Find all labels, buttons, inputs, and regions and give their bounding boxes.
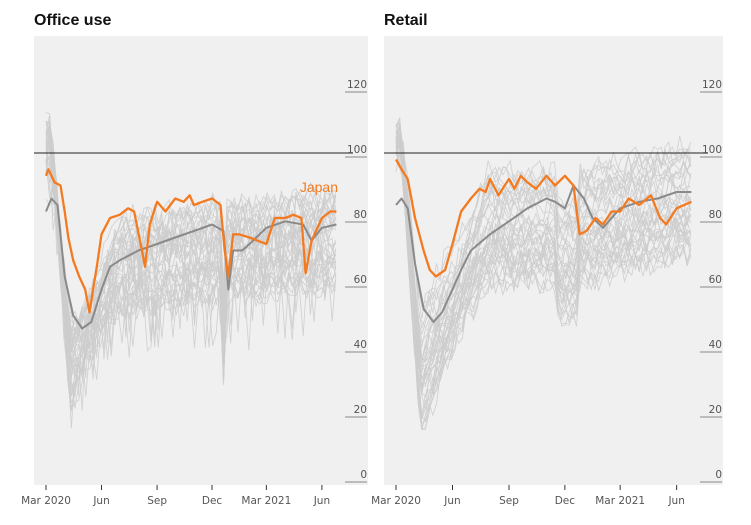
country-line (395, 147, 692, 308)
y-tick-label: 80 (354, 209, 367, 221)
y-tick-label: 120 (702, 79, 722, 91)
x-tick-label: Jun (667, 495, 684, 507)
country-line (45, 120, 337, 381)
series-line-average (395, 184, 692, 323)
country-line (395, 133, 692, 388)
y-tick-label: 20 (354, 404, 367, 416)
series-line-average (45, 197, 337, 330)
country-line (45, 141, 337, 397)
y-tick-label: 20 (709, 404, 722, 416)
country-line (395, 142, 692, 360)
x-tick-label: Mar 2020 (21, 495, 71, 507)
country-line (45, 147, 337, 429)
x-tick-label: Dec (202, 495, 223, 507)
country-line (45, 158, 337, 377)
country-line (395, 144, 692, 348)
x-tick-label: Dec (555, 495, 576, 507)
series-line-highlight (44, 168, 337, 314)
y-tick-label: 60 (709, 274, 722, 286)
chart-title: Retail (384, 12, 428, 29)
y-axis: 0 20 40 60 80 100 120 (345, 79, 367, 483)
x-tick-label: Sep (499, 495, 519, 507)
y-tick-label: 0 (360, 469, 367, 481)
country-line (395, 141, 692, 420)
x-tick-label: Mar 2021 (595, 495, 645, 507)
country-line (395, 122, 692, 330)
series-line-highlight (394, 158, 692, 278)
chart-title: Office use (34, 12, 111, 29)
country-line (45, 124, 337, 379)
y-tick-label: 40 (354, 339, 367, 351)
country-line (395, 118, 691, 394)
country-line (395, 136, 692, 363)
series-annotation-label: Japan (300, 179, 338, 195)
y-tick-label: 100 (347, 144, 367, 156)
country-line (45, 139, 337, 351)
y-tick-label: 0 (715, 469, 722, 481)
chart-panel-office-use: Office use 0 20 40 60 80 100 120 Mar 2020 Jun Sep D… (21, 12, 368, 507)
y-tick-label: 100 (702, 144, 722, 156)
country-line (395, 132, 692, 329)
x-tick-label: Jun (443, 495, 460, 507)
background-country-lines (395, 117, 692, 430)
x-axis: Mar 2020 Jun Sep Dec Mar 2021 Jun (21, 485, 330, 507)
x-tick-label: Sep (147, 495, 167, 507)
y-tick-label: 120 (347, 79, 367, 91)
x-tick-label: Jun (92, 495, 109, 507)
x-tick-label: Mar 2020 (371, 495, 421, 507)
country-line (395, 133, 691, 430)
y-axis: 0 20 40 60 80 100 120 (700, 79, 722, 483)
y-tick-label: 80 (709, 209, 722, 221)
x-tick-label: Jun (313, 495, 330, 507)
country-line (395, 139, 692, 363)
country-line (395, 141, 691, 419)
y-tick-label: 40 (709, 339, 722, 351)
country-line (395, 138, 692, 387)
y-tick-label: 60 (354, 274, 367, 286)
x-tick-label: Mar 2021 (241, 495, 291, 507)
country-line (45, 132, 337, 412)
x-axis: Mar 2020 Jun Sep Dec Mar 2021 Jun (371, 485, 685, 507)
country-line (395, 127, 692, 398)
